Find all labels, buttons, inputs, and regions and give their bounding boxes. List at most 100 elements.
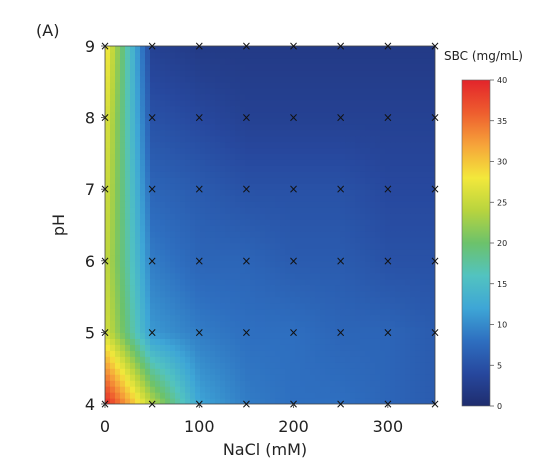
heatmap-cell — [135, 368, 141, 375]
heatmap-cell — [360, 207, 366, 214]
heatmap-cell — [360, 272, 366, 280]
heatmap-cell — [155, 195, 161, 202]
heatmap-cell — [290, 266, 296, 274]
heatmap-cell — [390, 207, 396, 214]
heatmap-cell — [400, 123, 406, 131]
heatmap-cell — [330, 344, 336, 351]
heatmap-cell — [175, 57, 181, 65]
heatmap-cell — [205, 63, 211, 71]
heatmap-cell — [125, 57, 131, 65]
heatmap-cell — [190, 368, 196, 375]
heatmap-cell — [305, 213, 311, 220]
heatmap-cell — [125, 46, 131, 53]
heatmap-cell — [395, 272, 401, 280]
heatmap-cell — [345, 93, 351, 101]
heatmap-cell — [210, 177, 216, 184]
heatmap-cell — [370, 332, 376, 339]
heatmap-cell — [305, 398, 311, 404]
heatmap-cell — [145, 290, 151, 298]
heatmap-cell — [110, 242, 116, 250]
heatmap-cell — [275, 242, 281, 250]
heatmap-cell — [265, 380, 271, 387]
heatmap-cell — [260, 147, 266, 154]
heatmap-cell — [225, 314, 231, 322]
heatmap-cell — [265, 260, 271, 268]
heatmap-cell — [310, 165, 316, 172]
heatmap-cell — [335, 248, 341, 256]
heatmap-cell — [225, 189, 231, 196]
heatmap-cell — [425, 63, 431, 71]
heatmap-cell — [265, 386, 271, 393]
heatmap-cell — [360, 165, 366, 172]
heatmap-cell — [200, 147, 206, 154]
sample-marker: × — [289, 325, 299, 339]
heatmap-cell — [345, 266, 351, 274]
heatmap-cell — [400, 99, 406, 107]
heatmap-cell — [120, 242, 126, 250]
heatmap-cell — [235, 81, 241, 89]
heatmap-cell — [340, 296, 346, 304]
heatmap-cell — [340, 93, 346, 101]
heatmap-cell — [325, 75, 331, 83]
heatmap-cell — [250, 117, 256, 125]
heatmap-cell — [125, 81, 131, 89]
heatmap-cell — [195, 356, 201, 363]
heatmap-cell — [215, 248, 221, 256]
heatmap-cell — [380, 236, 386, 244]
heatmap-cell — [205, 135, 211, 143]
heatmap-cell — [135, 183, 141, 190]
heatmap-cell — [375, 183, 381, 190]
heatmap-cell — [335, 320, 341, 328]
heatmap-cell — [345, 284, 351, 292]
heatmap-cell — [300, 314, 306, 322]
heatmap-cell — [120, 374, 126, 381]
heatmap-cell — [210, 332, 216, 339]
heatmap-cell — [110, 284, 116, 292]
heatmap-cell — [200, 362, 206, 369]
heatmap-cell — [240, 344, 246, 351]
heatmap-cell — [305, 320, 311, 328]
heatmap-cell — [245, 362, 251, 369]
heatmap-cell — [425, 314, 431, 322]
heatmap-cell — [345, 111, 351, 119]
heatmap-cell — [350, 189, 356, 196]
heatmap-cell — [265, 398, 271, 404]
heatmap-cell — [115, 153, 121, 160]
heatmap-cell — [145, 320, 151, 328]
heatmap-cell — [105, 141, 111, 149]
heatmap-cell — [160, 117, 166, 125]
heatmap-cell — [280, 213, 286, 220]
heatmap-cell — [120, 141, 126, 149]
heatmap-cell — [410, 51, 416, 59]
heatmap-cell — [410, 159, 416, 166]
heatmap-cell — [185, 99, 191, 107]
heatmap-cell — [110, 230, 116, 238]
heatmap-cell — [415, 57, 421, 65]
heatmap-cell — [315, 278, 321, 286]
heatmap-cell — [355, 171, 361, 178]
heatmap-cell — [410, 57, 416, 65]
heatmap-cell — [105, 46, 111, 53]
heatmap-cell — [165, 392, 171, 399]
heatmap-cell — [405, 117, 411, 125]
heatmap-cell — [160, 320, 166, 328]
heatmap-cell — [195, 69, 201, 77]
heatmap-cell — [265, 314, 271, 322]
heatmap-cell — [300, 129, 306, 137]
heatmap-cell — [135, 129, 141, 137]
heatmap-cell — [380, 302, 386, 310]
heatmap-cell — [150, 230, 156, 238]
heatmap-cell — [410, 392, 416, 399]
heatmap-cell — [330, 183, 336, 190]
heatmap-cell — [215, 296, 221, 304]
heatmap-cell — [155, 207, 161, 214]
heatmap-cell — [150, 183, 156, 190]
heatmap-cell — [170, 129, 176, 137]
heatmap-cell — [160, 129, 166, 137]
heatmap-cell — [385, 225, 391, 232]
heatmap-cell — [315, 350, 321, 357]
heatmap-cell — [280, 398, 286, 404]
heatmap-cell — [405, 278, 411, 286]
heatmap-cell — [190, 165, 196, 172]
heatmap-cell — [255, 320, 261, 328]
